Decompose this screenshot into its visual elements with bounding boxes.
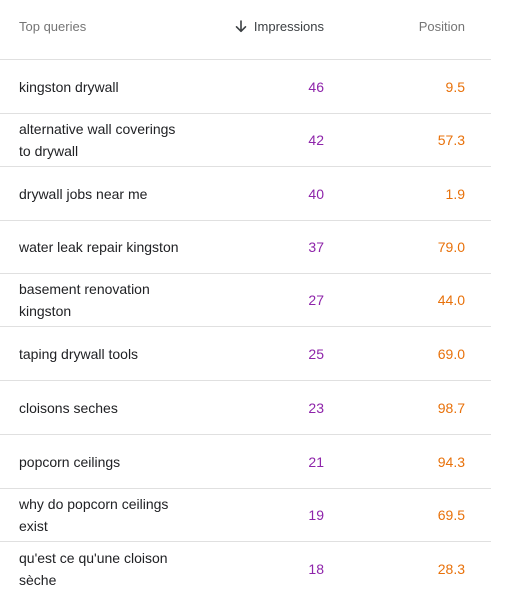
table-header: Top queries Impressions Position <box>0 0 491 60</box>
impressions-label: Impressions <box>253 19 324 34</box>
table-row[interactable]: basement renovation kingston 27 44.0 <box>0 274 491 327</box>
query-text: taping drywall tools <box>19 345 139 362</box>
table-row[interactable]: alternative wall coverings to drywall 42… <box>0 114 491 167</box>
query-text: basement renovation kingston <box>19 281 150 319</box>
impressions-value: 21 <box>308 453 324 470</box>
position-column-header[interactable]: Position <box>418 19 465 34</box>
position-value: 1.9 <box>445 185 465 202</box>
top-queries-column-header: Top queries <box>19 19 87 34</box>
position-value: 69.0 <box>437 345 465 362</box>
table-row[interactable]: water leak repair kingston 37 79.0 <box>0 221 491 274</box>
query-text: popcorn ceilings <box>19 453 121 470</box>
table-row[interactable]: cloisons seches 23 98.7 <box>0 381 491 435</box>
table-row[interactable]: kingston drywall 46 9.5 <box>0 60 491 114</box>
impressions-value: 18 <box>308 560 324 577</box>
impressions-value: 42 <box>308 132 324 148</box>
table-row[interactable]: popcorn ceilings 21 94.3 <box>0 435 491 489</box>
position-value: 79.0 <box>437 239 465 255</box>
impressions-value: 19 <box>308 507 324 523</box>
top-queries-table: Top queries Impressions Position kingsto… <box>0 0 491 595</box>
position-value: 98.7 <box>437 399 465 416</box>
arrow-down-icon <box>235 20 247 33</box>
position-value: 69.5 <box>437 507 465 523</box>
table-row[interactable]: drywall jobs near me 40 1.9 <box>0 167 491 221</box>
position-value: 9.5 <box>445 78 465 95</box>
position-value: 94.3 <box>437 453 465 470</box>
impressions-value: 27 <box>308 292 324 308</box>
position-value: 44.0 <box>437 292 465 308</box>
impressions-value: 46 <box>308 78 324 95</box>
position-value: 57.3 <box>437 132 465 148</box>
query-text: qu'est ce qu'une cloison sèche <box>19 549 168 588</box>
impressions-value: 25 <box>308 345 324 362</box>
table-row[interactable]: why do popcorn ceilings exist 19 69.5 <box>0 489 491 542</box>
table-row[interactable]: taping drywall tools 25 69.0 <box>0 327 491 381</box>
query-text: cloisons seches <box>19 399 118 416</box>
impressions-value: 37 <box>308 239 324 255</box>
query-text: kingston drywall <box>19 78 119 95</box>
table-row[interactable]: qu'est ce qu'une cloison sèche 18 28.3 <box>0 542 491 595</box>
query-text: alternative wall coverings to drywall <box>19 121 176 159</box>
impressions-column-header[interactable]: Impressions <box>235 19 324 34</box>
position-value: 28.3 <box>437 560 465 577</box>
impressions-value: 23 <box>308 399 324 416</box>
query-text: why do popcorn ceilings exist <box>19 496 169 534</box>
impressions-value: 40 <box>308 185 324 202</box>
query-text: drywall jobs near me <box>19 185 148 202</box>
query-text: water leak repair kingston <box>19 239 179 255</box>
